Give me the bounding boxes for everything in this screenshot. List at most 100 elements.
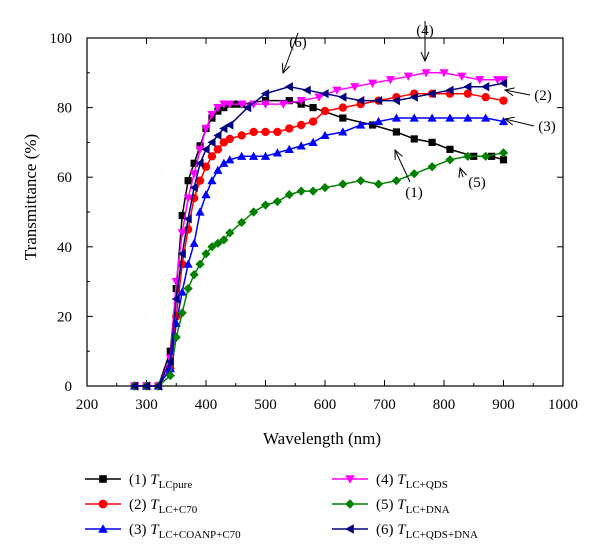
data-point — [207, 176, 217, 185]
data-point — [410, 135, 418, 143]
data-point — [225, 155, 235, 164]
data-point — [463, 113, 473, 122]
data-point — [285, 97, 293, 105]
data-point — [189, 270, 199, 280]
callout-arrowhead — [503, 116, 515, 126]
callout-arrowhead — [503, 87, 515, 97]
data-point — [338, 127, 348, 136]
x-tick-label: 700 — [373, 397, 396, 413]
callout-arrow-line — [459, 167, 464, 178]
data-point — [409, 92, 418, 102]
legend: (1) TLCpure (2) TLC+C70 (3) TLC+COANP+C70 (… — [85, 472, 478, 541]
data-point — [184, 177, 192, 185]
data-point — [249, 100, 259, 109]
data-point — [237, 151, 247, 160]
legend-item-6: (6) TLC+QDS+DNA — [332, 522, 478, 541]
callout-arrow-line — [504, 89, 531, 96]
data-point — [492, 76, 503, 85]
data-point — [308, 137, 318, 146]
data-point — [249, 207, 259, 217]
legend-item-1: (1) TLCpure — [85, 472, 192, 491]
data-point — [320, 183, 330, 193]
callout-arrow-line — [394, 149, 411, 183]
data-point — [189, 183, 198, 193]
data-point — [272, 196, 282, 207]
data-point — [207, 110, 217, 120]
x-tick-label: 300 — [135, 397, 158, 413]
callout-label: (5) — [468, 175, 486, 191]
callout-arrowhead — [458, 166, 468, 178]
data-point — [427, 113, 437, 122]
legend-swatch-marker — [345, 499, 355, 509]
legend-swatch-marker — [99, 475, 107, 483]
data-point — [278, 100, 288, 109]
x-tick-label: 400 — [195, 397, 218, 413]
legend-label: (2) TLC+C70 — [129, 497, 198, 516]
data-point — [171, 294, 180, 304]
data-point — [385, 76, 396, 85]
data-point — [320, 130, 330, 140]
data-point — [260, 100, 271, 109]
data-point — [237, 217, 247, 228]
plot-frame — [86, 37, 564, 387]
data-point — [207, 137, 216, 147]
y-axis-label: Transmittance (%) — [21, 134, 40, 260]
data-point — [373, 179, 384, 189]
data-point — [261, 127, 270, 137]
data-point — [421, 69, 431, 78]
callout-6: (6) — [281, 32, 307, 75]
data-point — [308, 117, 318, 126]
data-point — [373, 116, 384, 126]
data-point — [183, 194, 193, 203]
legend-label: (1) TLCpure — [129, 472, 192, 491]
data-point — [439, 69, 449, 78]
data-point — [183, 259, 193, 268]
data-point — [153, 381, 162, 391]
series-layer — [130, 69, 509, 391]
data-point — [190, 159, 198, 167]
data-point — [498, 148, 509, 158]
data-point — [391, 113, 401, 122]
data-point — [177, 308, 187, 318]
callout-arrowhead — [420, 51, 430, 63]
callout-3: (3) — [503, 116, 556, 135]
data-point — [165, 357, 174, 367]
data-point — [356, 120, 366, 129]
data-point — [237, 131, 246, 140]
annotations: (1) (2) (3) (4) (5) (6) — [281, 21, 556, 201]
legend-swatch-marker — [345, 524, 354, 534]
data-point — [499, 96, 508, 105]
callout-arrowhead — [394, 148, 403, 160]
data-point — [183, 214, 192, 224]
data-point — [177, 229, 187, 238]
data-point — [350, 83, 360, 92]
data-point — [409, 169, 419, 179]
data-point — [219, 100, 229, 109]
data-point — [463, 151, 473, 161]
data-point — [391, 176, 401, 186]
callout-label: (6) — [289, 35, 307, 51]
data-point — [201, 162, 211, 171]
data-point — [237, 100, 247, 109]
data-point — [296, 97, 306, 106]
data-point — [296, 186, 306, 196]
data-point — [285, 124, 294, 133]
data-point — [296, 141, 306, 150]
legend-swatch-marker — [98, 524, 108, 533]
data-point — [308, 186, 318, 196]
data-point — [481, 113, 491, 122]
data-point — [178, 211, 186, 220]
series-4 — [130, 69, 509, 391]
series-1 — [131, 97, 508, 390]
data-point — [356, 176, 366, 186]
data-point — [475, 76, 485, 85]
data-point — [201, 144, 210, 154]
data-point — [488, 152, 496, 160]
data-point — [213, 130, 222, 141]
data-point — [428, 138, 436, 146]
legend-label: (6) TLC+QDS+DNA — [376, 522, 478, 541]
data-point — [177, 249, 186, 259]
callout-4: (4) — [416, 21, 434, 63]
series-6 — [130, 78, 508, 391]
data-point — [219, 123, 228, 134]
